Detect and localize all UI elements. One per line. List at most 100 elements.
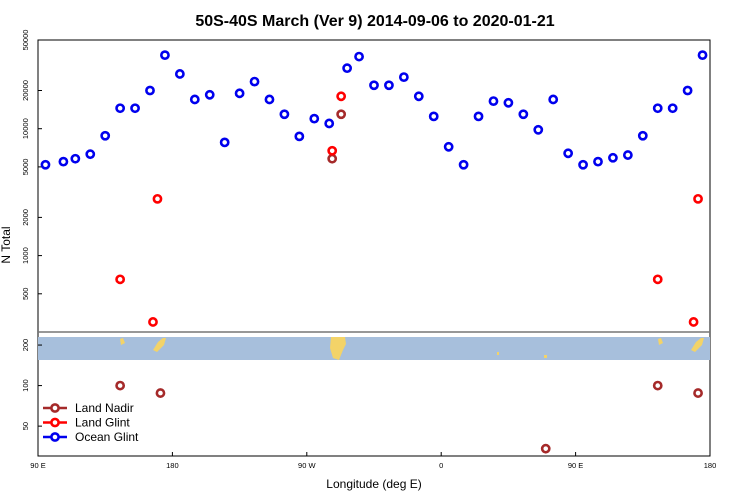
x-tick-label: 0: [439, 461, 443, 470]
ocean-glint-point: [533, 124, 544, 135]
land-glint-point: [336, 91, 347, 102]
land-nadir-point: [540, 443, 551, 454]
ocean-glint-point: [608, 152, 618, 163]
map-strip-land: [330, 337, 346, 360]
ocean-glint-point: [667, 103, 678, 114]
legend-label-ocean-glint: Ocean Glint: [75, 430, 139, 444]
ocean-glint-point: [189, 94, 200, 105]
ocean-glint-point: [160, 50, 170, 61]
ocean-glint-point: [279, 109, 290, 120]
legend-label-land-nadir: Land Nadir: [75, 401, 134, 415]
map-strip-land: [120, 338, 125, 345]
y-tick-label: 1000: [21, 247, 30, 264]
x-tick-label: 180: [704, 461, 717, 470]
legend-label-land-glint: Land Glint: [75, 416, 130, 430]
y-tick-label: 2000: [21, 209, 30, 226]
ocean-glint-point: [384, 80, 394, 91]
ocean-glint-point: [40, 159, 51, 170]
ocean-glint-point: [115, 103, 126, 114]
land-nadir-point: [652, 380, 663, 391]
ocean-glint-point: [488, 96, 499, 107]
y-axis-lower: 50 100 200: [21, 339, 42, 430]
land-nadir-point: [327, 153, 338, 164]
y-tick-label: 200: [21, 339, 30, 352]
ocean-glint-point: [503, 97, 514, 108]
ocean-glint-point: [204, 89, 215, 100]
ocean-glint-point: [652, 103, 663, 114]
ocean-glint-point: [458, 159, 469, 170]
x-axis-label: Longitude (deg E): [326, 477, 421, 491]
ocean-glint-point: [578, 159, 588, 170]
ocean-glint-point: [413, 91, 424, 102]
x-tick-label: 90 W: [298, 461, 316, 470]
map-strip-ocean: [38, 337, 710, 360]
plot-frame: [37, 39, 711, 457]
ocean-glint-point: [100, 130, 111, 141]
x-axis: 90 E 180 90 W 0 90 E 180: [30, 452, 716, 470]
land-nadir-point: [155, 388, 166, 398]
ocean-glint-point: [58, 156, 69, 167]
legend-marker-ocean-glint: [50, 432, 60, 442]
land-glint-point: [693, 193, 703, 204]
data-points: [40, 50, 708, 454]
y-tick-label: 50000: [21, 30, 30, 51]
x-tick-label: 90 E: [30, 461, 45, 470]
ocean-glint-point: [622, 150, 633, 160]
ocean-glint-point: [443, 141, 454, 152]
ocean-glint-point: [85, 149, 96, 160]
ocean-glint-point: [219, 137, 230, 148]
y-axis-label: N Total: [0, 226, 13, 263]
ocean-glint-point: [354, 51, 364, 62]
ocean-glint-point: [309, 113, 320, 124]
land-nadir-point: [115, 380, 126, 391]
chart-title: 50S-40S March (Ver 9) 2014-09-06 to 2020…: [195, 13, 554, 30]
y-tick-label: 10000: [21, 118, 30, 139]
ocean-glint-point: [398, 72, 409, 83]
land-glint-point: [688, 317, 699, 327]
y-tick-label: 5000: [21, 159, 30, 176]
legend-marker-land-glint: [50, 417, 60, 428]
map-strip-land: [544, 355, 547, 358]
map-strip-land: [153, 338, 166, 352]
y-tick-label: 20000: [21, 80, 30, 101]
ocean-glint-point: [593, 156, 603, 167]
ocean-glint-point: [548, 94, 559, 105]
map-strip-land: [497, 352, 499, 355]
y-tick-label: 500: [21, 288, 30, 301]
map-strip-land: [658, 338, 663, 345]
land-nadir-point: [693, 388, 703, 398]
legend-marker-land-nadir: [50, 403, 60, 413]
x-tick-label: 180: [166, 461, 179, 470]
map-strip: [38, 337, 710, 360]
ocean-glint-point: [234, 88, 245, 99]
land-glint-point: [152, 193, 163, 204]
land-nadir-point: [336, 109, 347, 120]
y-tick-label: 50: [21, 422, 30, 430]
ocean-glint-point: [473, 111, 484, 122]
ocean-glint-point: [518, 109, 529, 120]
ocean-glint-point: [130, 103, 140, 114]
ocean-glint-point: [249, 76, 260, 87]
y-axis-upper: 500 1000 2000 5000 10000 20000 50000: [21, 30, 42, 300]
ocean-glint-point: [174, 69, 185, 79]
ocean-glint-point: [369, 80, 379, 91]
map-strip-land: [691, 338, 704, 352]
land-glint-point: [327, 145, 338, 156]
ocean-glint-point: [324, 118, 335, 129]
ocean-glint-point: [682, 85, 693, 96]
land-glint-point: [115, 274, 126, 285]
ocean-glint-point: [145, 85, 155, 96]
land-glint-point: [148, 317, 158, 327]
ocean-glint-point: [563, 148, 574, 159]
land-glint-point: [652, 274, 663, 285]
ocean-glint-point: [294, 131, 305, 142]
ocean-glint-point: [637, 130, 648, 141]
ocean-glint-point: [342, 63, 353, 74]
ocean-glint-point: [428, 111, 439, 122]
ocean-glint-point: [70, 153, 81, 164]
ocean-glint-point: [697, 50, 708, 61]
ocean-glint-point: [264, 94, 275, 105]
y-tick-label: 100: [21, 379, 30, 392]
